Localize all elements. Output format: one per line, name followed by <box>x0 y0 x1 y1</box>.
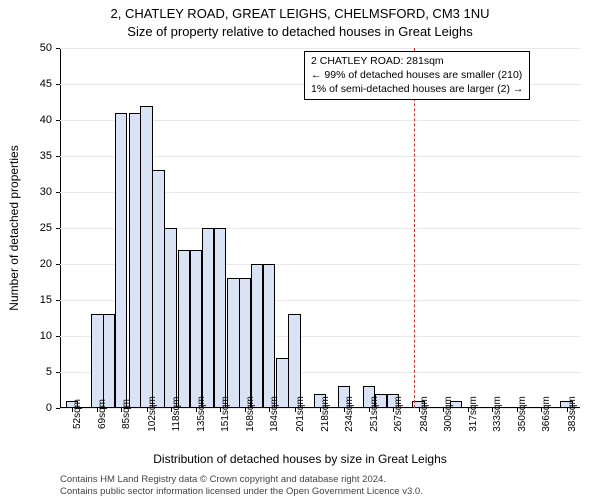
histogram-bar <box>140 106 152 408</box>
ytick-mark <box>56 192 60 193</box>
footer-line2: Contains public sector information licen… <box>60 486 423 498</box>
histogram-bar <box>251 264 263 408</box>
xtick-label: 317sqm <box>468 396 479 432</box>
ytick-mark <box>56 156 60 157</box>
chart-title-line1: 2, CHATLEY ROAD, GREAT LEIGHS, CHELMSFOR… <box>0 6 600 21</box>
ytick-label: 25 <box>40 222 52 234</box>
xtick-label: 201sqm <box>295 396 306 432</box>
reference-vline <box>414 48 415 408</box>
ytick-mark <box>56 408 60 409</box>
xtick-label: 333sqm <box>492 396 503 432</box>
histogram-bar <box>202 228 214 408</box>
histogram-bar <box>115 113 127 408</box>
ytick-label: 5 <box>46 366 52 378</box>
footer-attribution: Contains HM Land Registry data © Crown c… <box>60 474 423 498</box>
ytick-label: 20 <box>40 258 52 270</box>
ytick-mark <box>56 300 60 301</box>
histogram-bar <box>227 278 239 408</box>
histogram-bar <box>214 228 226 408</box>
ytick-mark <box>56 264 60 265</box>
xtick-label: 151sqm <box>220 396 231 432</box>
xtick-label: 168sqm <box>245 396 256 432</box>
histogram-bar <box>263 264 275 408</box>
chart-title-line2: Size of property relative to detached ho… <box>0 24 600 39</box>
histogram-bar <box>178 250 190 408</box>
xtick-label: 102sqm <box>147 396 158 432</box>
xtick-label: 69sqm <box>97 399 108 429</box>
annotation-line3: 1% of semi-detached houses are larger (2… <box>311 82 523 96</box>
ytick-label: 10 <box>40 330 52 342</box>
footer-line1: Contains HM Land Registry data © Crown c… <box>60 474 423 486</box>
xtick-label: 184sqm <box>269 396 280 432</box>
xtick-label: 267sqm <box>393 396 404 432</box>
histogram-bar <box>164 228 176 408</box>
xtick-label: 52sqm <box>72 399 83 429</box>
y-axis-label: Number of detached properties <box>7 145 21 310</box>
histogram-bar <box>129 113 141 408</box>
xtick-label: 234sqm <box>344 396 355 432</box>
xtick-label: 350sqm <box>517 396 528 432</box>
xtick-label: 135sqm <box>196 396 207 432</box>
histogram-bar <box>190 250 202 408</box>
ytick-mark <box>56 48 60 49</box>
ytick-label: 0 <box>46 402 52 414</box>
xtick-label: 218sqm <box>320 396 331 432</box>
ytick-label: 40 <box>40 114 52 126</box>
histogram-bar <box>152 170 164 408</box>
ytick-label: 50 <box>40 42 52 54</box>
ytick-mark <box>56 120 60 121</box>
annotation-box: 2 CHATLEY ROAD: 281sqm← 99% of detached … <box>304 51 530 100</box>
annotation-line1: 2 CHATLEY ROAD: 281sqm <box>311 54 523 68</box>
gridline <box>60 48 580 49</box>
ytick-mark <box>56 336 60 337</box>
xtick-label: 284sqm <box>419 396 430 432</box>
xtick-label: 383sqm <box>567 396 578 432</box>
ytick-mark <box>56 84 60 85</box>
ytick-mark <box>56 228 60 229</box>
histogram-bar <box>91 314 103 408</box>
xtick-label: 300sqm <box>443 396 454 432</box>
histogram-bar <box>288 314 300 408</box>
xtick-label: 85sqm <box>121 399 132 429</box>
histogram-bar <box>103 314 115 408</box>
xtick-label: 366sqm <box>541 396 552 432</box>
histogram-bar <box>239 278 251 408</box>
x-axis-label: Distribution of detached houses by size … <box>0 452 600 466</box>
annotation-line2: ← 99% of detached houses are smaller (21… <box>311 68 523 82</box>
chart-container: 2, CHATLEY ROAD, GREAT LEIGHS, CHELMSFOR… <box>0 0 600 500</box>
ytick-label: 15 <box>40 294 52 306</box>
xtick-label: 118sqm <box>171 397 182 432</box>
ytick-label: 35 <box>40 150 52 162</box>
ytick-label: 45 <box>40 78 52 90</box>
ytick-mark <box>56 372 60 373</box>
xtick-label: 251sqm <box>369 396 380 432</box>
ytick-label: 30 <box>40 186 52 198</box>
plot-area: 0510152025303540455052sqm69sqm85sqm102sq… <box>60 48 580 408</box>
